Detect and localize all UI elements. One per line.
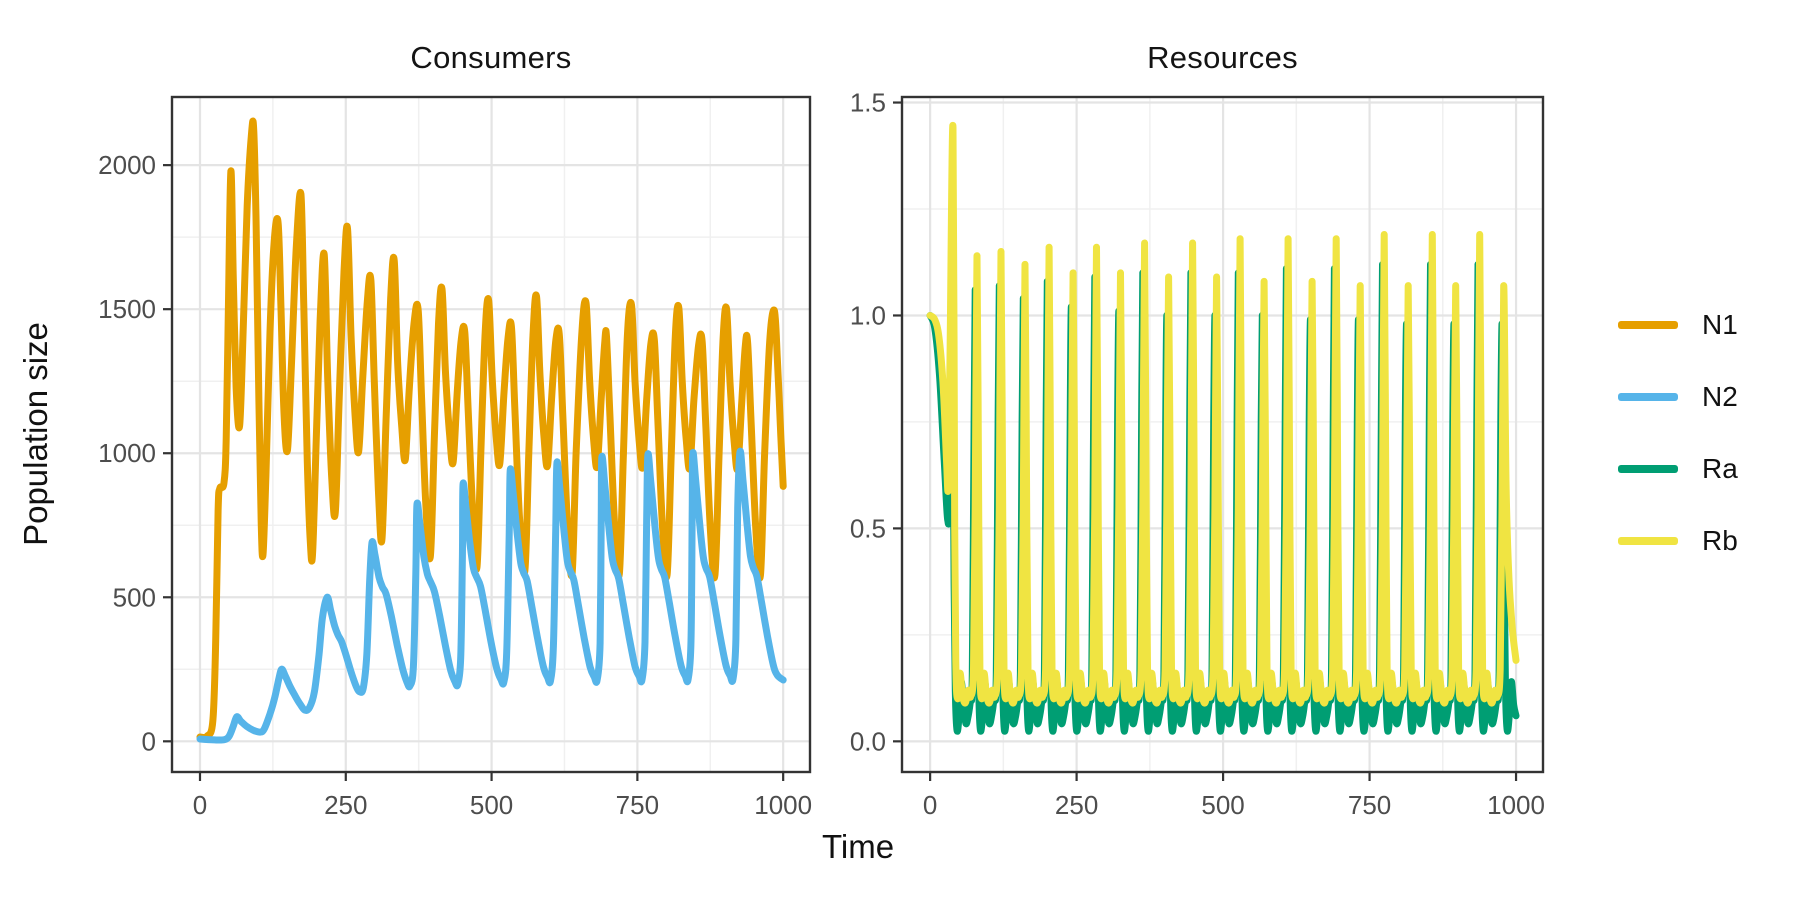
legend-label-n2: N2 bbox=[1702, 381, 1738, 412]
y-tick-label: 1000 bbox=[98, 438, 156, 468]
x-axis-title: Time bbox=[821, 828, 895, 865]
legend-row-rb: Rb bbox=[1618, 525, 1738, 556]
y-tick-label: 500 bbox=[113, 582, 156, 612]
series-line-rb bbox=[926, 121, 1520, 707]
legend-key-rb bbox=[1618, 537, 1678, 545]
x-tick-label: 1000 bbox=[754, 790, 812, 820]
x-tick-label: 750 bbox=[616, 790, 659, 820]
legend-label-n1: N1 bbox=[1702, 309, 1738, 340]
x-tick-label: 250 bbox=[1055, 790, 1098, 820]
legend-label-rb: Rb bbox=[1702, 525, 1738, 556]
x-tick-label: 250 bbox=[324, 790, 367, 820]
legend-key-n2 bbox=[1618, 393, 1678, 401]
y-tick-label: 1500 bbox=[98, 294, 156, 324]
series-line-n1 bbox=[196, 117, 787, 742]
x-tick-label: 0 bbox=[923, 790, 937, 820]
legend-row-n1: N1 bbox=[1618, 309, 1738, 340]
x-tick-label: 500 bbox=[1201, 790, 1244, 820]
y-tick-label: 1.0 bbox=[850, 300, 886, 330]
x-tick-label: 500 bbox=[470, 790, 513, 820]
y-axis-title: Population size bbox=[17, 322, 54, 546]
series-line-n2 bbox=[196, 447, 787, 744]
x-tick-label: 1000 bbox=[1487, 790, 1545, 820]
y-tick-label: 0 bbox=[142, 726, 156, 756]
x-tick-label: 750 bbox=[1348, 790, 1391, 820]
panel-title-resources: Resources bbox=[1147, 40, 1298, 75]
y-tick-label: 1.5 bbox=[850, 88, 886, 118]
legend: N1 N2 Ra Rb bbox=[1618, 0, 1800, 900]
legend-label-ra: Ra bbox=[1702, 453, 1738, 484]
legend-key-ra bbox=[1618, 465, 1678, 473]
legend-row-n2: N2 bbox=[1618, 381, 1738, 412]
panel-consumers: 0 250 500 750 1000 0 500 1000 1500 2000 bbox=[98, 95, 812, 820]
x-tick-label: 0 bbox=[193, 790, 207, 820]
panel-resources: 0 250 500 750 1000 0.0 0.5 1.0 1.5 bbox=[850, 88, 1545, 820]
panel-title-consumers: Consumers bbox=[410, 40, 572, 75]
y-tick-label: 0.5 bbox=[850, 513, 886, 543]
legend-key-n1 bbox=[1618, 321, 1678, 329]
legend-row-ra: Ra bbox=[1618, 453, 1738, 484]
y-tick-label: 2000 bbox=[98, 150, 156, 180]
y-tick-label: 0.0 bbox=[850, 726, 886, 756]
